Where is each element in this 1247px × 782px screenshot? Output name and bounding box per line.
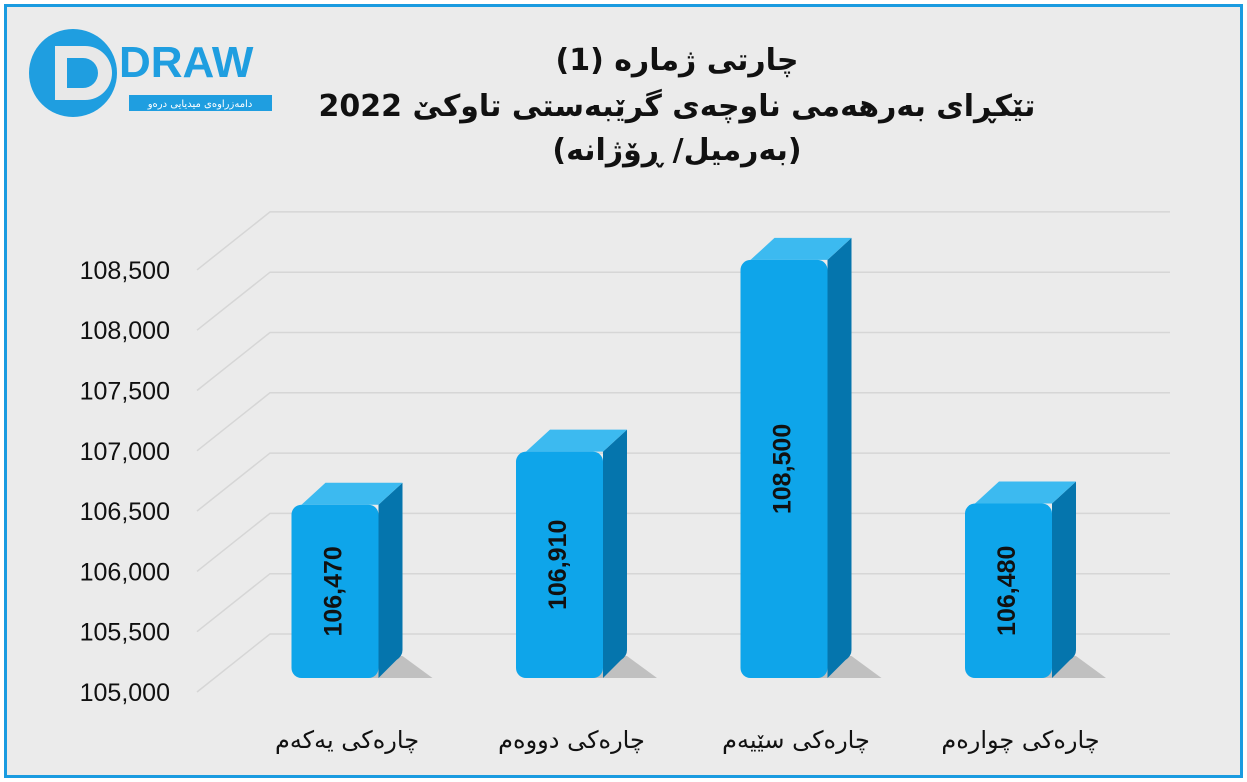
bar-side xyxy=(378,482,403,678)
data-label: 106,480 xyxy=(993,546,1021,636)
bar-top xyxy=(301,482,403,505)
x-tick-label: چارەکی دووەم xyxy=(498,726,645,754)
bar-side xyxy=(827,237,852,678)
gridline xyxy=(196,271,1170,331)
gridline xyxy=(196,572,1170,633)
bar-side xyxy=(603,429,627,678)
y-tick-label: 108,000 xyxy=(80,317,170,345)
bar-side xyxy=(1052,481,1076,678)
data-label: 106,470 xyxy=(320,546,348,636)
gridline xyxy=(196,633,1170,693)
y-tick-label: 107,500 xyxy=(80,378,170,406)
gridline xyxy=(196,392,1170,452)
chart-frame: DRAW دامەزراوەی میدیایی درەو چارتی ژمارە… xyxy=(4,4,1243,778)
chart-title-line-3: (بەرمیل/ ڕۆژانە) xyxy=(552,133,802,168)
chart-title-line-1: چارتی ژمارە (1) xyxy=(555,43,799,78)
bar-top xyxy=(750,237,852,260)
gridline xyxy=(196,512,1170,572)
draw-logo: DRAW دامەزراوەی میدیایی درەو xyxy=(29,29,272,117)
bar-top xyxy=(975,481,1076,504)
y-tick-label: 105,000 xyxy=(80,679,170,707)
y-tick-label: 107,000 xyxy=(80,438,170,466)
x-tick-label: چارەکی یەکەم xyxy=(275,726,419,754)
bar xyxy=(291,504,379,678)
logo-subtitle: دامەزراوەی میدیایی درەو xyxy=(147,99,253,110)
x-tick-label: چارەکی سێیەم xyxy=(722,726,870,754)
chart-title-line-2: تێکڕای بەرهەمی ناوچەی گرێبەستی تاوکێ 202… xyxy=(318,89,1036,124)
y-tick-label: 105,500 xyxy=(80,619,170,647)
bar xyxy=(965,503,1052,678)
y-tick-label: 106,500 xyxy=(80,498,170,526)
gridline xyxy=(196,452,1170,512)
bar xyxy=(516,451,603,678)
data-label: 106,910 xyxy=(544,520,572,610)
bar-chart: 105,000 105,500 106,000 106,500 107,000 107,5… xyxy=(80,211,1170,754)
data-label: 108,500 xyxy=(769,424,797,514)
y-tick-label: 108,500 xyxy=(80,257,170,285)
bar xyxy=(740,259,828,678)
y-tick-label: 106,000 xyxy=(80,558,170,586)
gridline xyxy=(196,331,1170,392)
gridline xyxy=(196,211,1170,271)
bar-top xyxy=(526,429,627,452)
x-tick-label: چارەکی چوارەم xyxy=(941,726,1099,754)
logo-text: DRAW xyxy=(119,38,254,87)
